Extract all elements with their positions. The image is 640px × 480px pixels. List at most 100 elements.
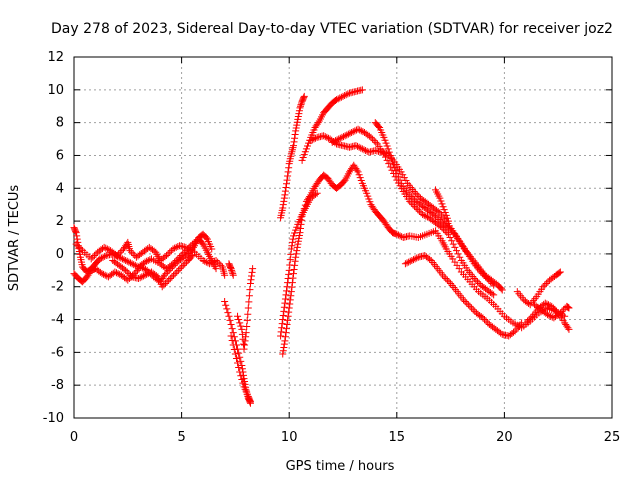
data-point (281, 187, 289, 195)
data-point (456, 253, 464, 261)
data-point (284, 279, 292, 287)
data-point (237, 357, 245, 365)
data-point (291, 131, 299, 139)
data-point (284, 172, 292, 180)
data-point (290, 138, 298, 146)
x-tick-label: 20 (496, 430, 513, 445)
x-tick-label: 25 (604, 430, 621, 445)
data-point (397, 168, 405, 176)
data-point (236, 319, 244, 327)
data-point (174, 266, 182, 274)
data-point (279, 316, 287, 324)
data-point (234, 359, 242, 367)
series-group (307, 132, 506, 294)
data-point (288, 238, 296, 246)
series-group (234, 265, 257, 353)
data-point (300, 92, 308, 100)
data-point (372, 138, 380, 146)
data-point (128, 260, 136, 268)
data-point (246, 396, 254, 404)
y-tick-label: 0 (56, 247, 64, 262)
data-point (243, 316, 251, 324)
data-point (279, 350, 287, 358)
data-point (289, 235, 297, 243)
data-point (291, 134, 299, 142)
data-point (295, 110, 303, 118)
data-point (375, 122, 383, 130)
data-point (393, 170, 401, 178)
data-point (102, 244, 110, 252)
data-point (391, 164, 399, 172)
data-point (283, 283, 291, 291)
data-point (437, 197, 445, 205)
data-point (281, 191, 289, 199)
data-point (341, 92, 349, 100)
data-point (355, 143, 363, 151)
data-points (70, 86, 573, 407)
data-point (294, 237, 302, 245)
data-point (158, 283, 166, 291)
data-point (490, 291, 498, 299)
data-point (165, 276, 173, 284)
data-point (295, 234, 303, 242)
data-point (163, 278, 171, 286)
data-point (387, 155, 395, 163)
data-point (382, 139, 390, 147)
data-point (171, 270, 179, 278)
data-point (221, 271, 229, 279)
data-point (292, 253, 300, 261)
data-point (565, 304, 573, 312)
data-point (248, 268, 256, 276)
data-point (168, 263, 176, 271)
data-point (407, 192, 415, 200)
data-point (353, 166, 361, 174)
data-point (278, 324, 286, 332)
data-point (279, 311, 287, 319)
data-point (248, 272, 256, 280)
data-point (444, 224, 452, 232)
data-point (466, 302, 474, 310)
data-point (299, 154, 307, 162)
data-point (179, 261, 187, 269)
data-point (227, 332, 235, 340)
data-point (163, 252, 171, 260)
data-point (344, 90, 352, 98)
data-point (242, 333, 250, 341)
data-point (436, 217, 444, 225)
data-point (525, 300, 533, 308)
data-point (72, 240, 80, 248)
data-point (288, 242, 296, 250)
data-point (135, 275, 143, 283)
data-point (97, 254, 105, 262)
series-group (279, 161, 569, 358)
data-point (385, 148, 393, 156)
data-point (444, 217, 452, 225)
data-point (340, 133, 348, 141)
data-point (136, 274, 144, 282)
data-point (212, 256, 220, 264)
data-point (293, 223, 301, 231)
data-point (168, 273, 176, 281)
data-point (365, 195, 373, 203)
data-point (468, 304, 476, 312)
data-point (446, 225, 454, 233)
chart-title: Day 278 of 2023, Sidereal Day-to-day VTE… (51, 21, 613, 37)
data-point (281, 337, 289, 345)
data-point (385, 160, 393, 168)
data-point (73, 235, 81, 243)
data-point (483, 275, 491, 283)
data-point (282, 291, 290, 299)
data-point (283, 176, 291, 184)
data-point (243, 323, 251, 331)
data-point (298, 156, 306, 164)
data-point (103, 245, 111, 253)
data-point (126, 259, 134, 267)
data-point (279, 347, 287, 355)
data-point (463, 299, 471, 307)
data-point (236, 353, 244, 361)
data-point (292, 124, 300, 132)
data-point (415, 207, 423, 215)
data-point (470, 275, 478, 283)
data-point (560, 306, 568, 314)
data-point (419, 211, 427, 219)
